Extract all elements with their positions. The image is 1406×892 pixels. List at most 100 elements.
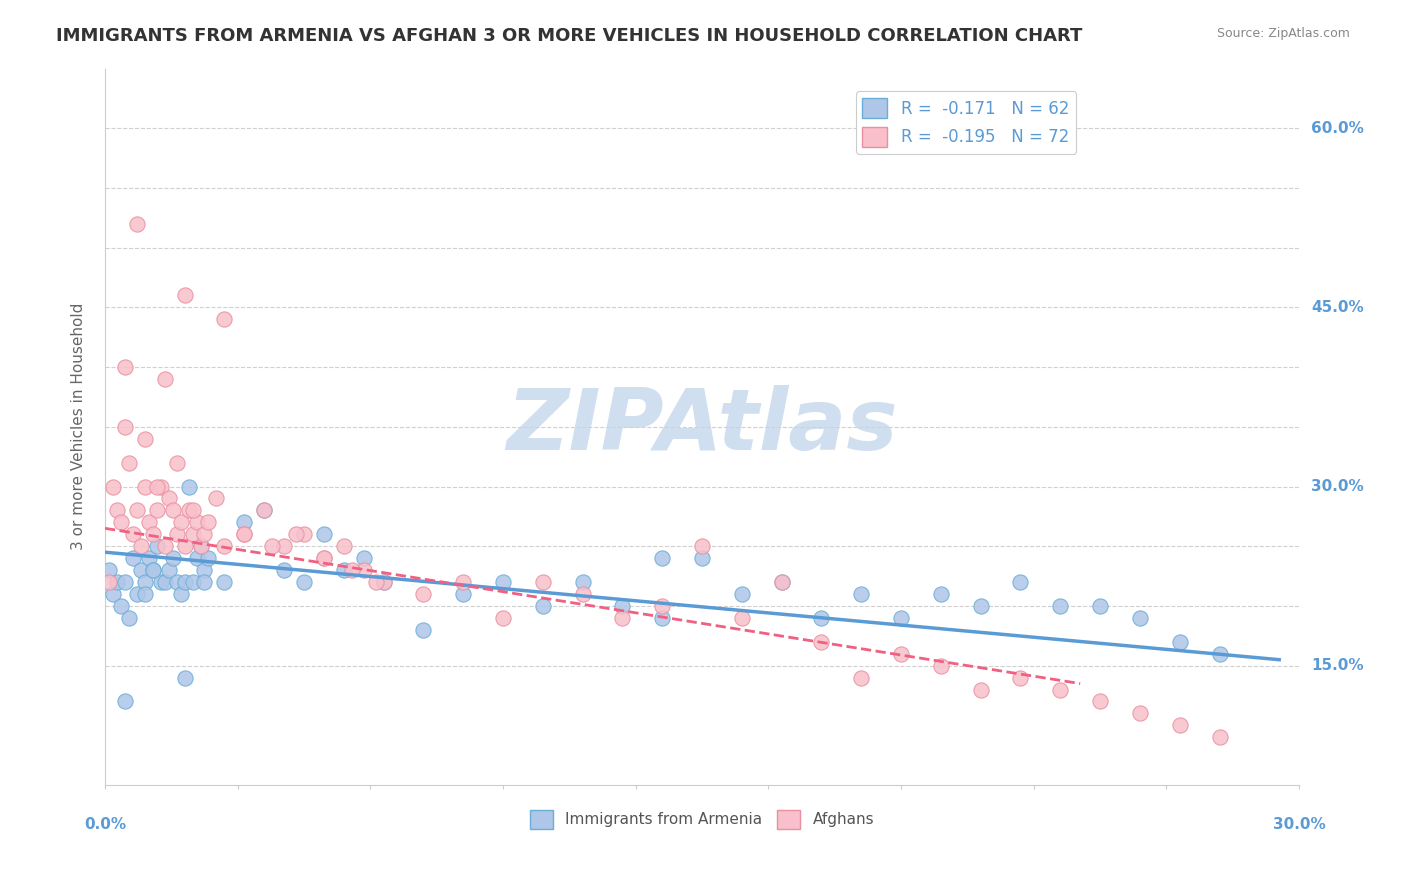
Point [214,575,236,590]
Point [233,527,256,541]
Text: Source: ZipAtlas.com: Source: ZipAtlas.com [1216,27,1350,40]
Point [312,551,335,566]
Point [121,527,143,541]
Point [166,575,188,590]
Point [166,456,188,470]
Point [145,503,167,517]
Point [364,575,387,590]
Point [292,527,315,541]
Point [118,611,141,625]
Point [162,551,184,566]
Point [262,539,284,553]
Point [101,479,124,493]
Point [1168,634,1191,648]
Point [810,634,832,648]
Text: 30.0%: 30.0% [1272,817,1326,832]
Point [333,563,356,577]
Point [451,575,474,590]
Point [98,575,121,590]
Point [1208,647,1230,661]
Point [110,516,132,530]
Point [142,563,165,577]
Point [851,587,873,601]
Point [105,575,128,590]
Point [1208,731,1230,745]
Point [1088,694,1111,708]
Point [173,288,195,302]
Point [101,587,124,601]
Point [273,539,295,553]
Point [929,658,952,673]
Point [312,551,335,566]
Point [969,599,991,613]
Point [129,539,152,553]
Point [1088,599,1111,613]
Point [492,575,515,590]
Point [890,647,912,661]
Text: ZIPAtlas: ZIPAtlas [506,385,898,468]
Point [181,527,204,541]
Point [273,563,295,577]
Point [114,694,136,708]
Point [129,563,152,577]
Point [451,587,474,601]
Point [121,551,143,566]
Point [292,575,315,590]
Point [197,516,219,530]
Point [571,587,593,601]
Point [110,599,132,613]
Point [373,575,395,590]
Point [1010,671,1032,685]
Point [193,575,215,590]
Point [197,551,219,566]
Point [492,611,515,625]
Point [149,479,172,493]
Point [690,551,713,566]
Point [1010,575,1032,590]
Point [181,575,204,590]
Point [651,611,673,625]
Point [114,419,136,434]
Point [285,527,308,541]
Point [186,551,208,566]
Point [1049,599,1071,613]
Text: IMMIGRANTS FROM ARMENIA VS AFGHAN 3 OR MORE VEHICLES IN HOUSEHOLD CORRELATION CH: IMMIGRANTS FROM ARMENIA VS AFGHAN 3 OR M… [56,27,1083,45]
Point [373,575,395,590]
Point [153,372,176,386]
Text: 45.0%: 45.0% [1310,300,1364,315]
Point [98,563,121,577]
Point [851,671,873,685]
Point [690,539,713,553]
Point [651,551,673,566]
Point [153,575,176,590]
Point [612,611,634,625]
Point [186,516,208,530]
Point [173,575,195,590]
Point [134,587,156,601]
Point [181,503,204,517]
Point [205,491,228,506]
Point [190,539,212,553]
Point [810,611,832,625]
Point [134,575,156,590]
Point [1129,611,1152,625]
Point [145,479,167,493]
Point [142,563,165,577]
Text: 60.0%: 60.0% [1310,120,1364,136]
Point [253,503,276,517]
Point [114,360,136,375]
Y-axis label: 3 or more Vehicles in Household: 3 or more Vehicles in Household [72,303,86,550]
Point [340,563,363,577]
Point [193,563,215,577]
Point [177,503,200,517]
Point [531,575,554,590]
Point [731,587,754,601]
Point [890,611,912,625]
Point [929,587,952,601]
Point [531,599,554,613]
Point [177,479,200,493]
Point [353,563,375,577]
Point [193,527,215,541]
Point [138,516,160,530]
Point [770,575,793,590]
